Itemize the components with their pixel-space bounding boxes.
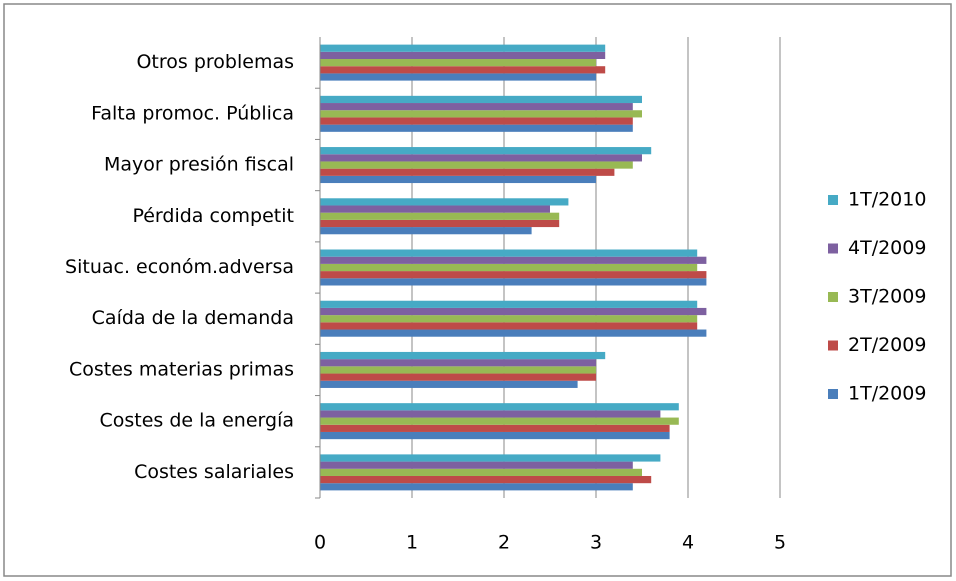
bar	[320, 59, 596, 67]
bar	[320, 124, 633, 132]
y-tick-label: Pérdida competit	[132, 205, 294, 227]
y-tick-label: Falta promoc. Pública	[91, 102, 294, 124]
bar	[320, 315, 698, 323]
bar	[320, 205, 550, 213]
legend-label: 2T/2009	[848, 334, 926, 356]
bar	[320, 198, 569, 206]
bar	[320, 249, 698, 257]
bar	[320, 403, 679, 411]
y-tick-label: Otros problemas	[136, 51, 294, 73]
bar	[320, 66, 606, 74]
bar	[320, 175, 596, 184]
legend-swatch	[828, 292, 838, 302]
legend-swatch	[828, 243, 838, 254]
bar	[320, 366, 596, 374]
bar	[320, 373, 596, 381]
bar	[320, 44, 606, 52]
bar	[320, 227, 532, 235]
bar	[320, 359, 596, 367]
bar	[320, 95, 642, 104]
bar	[320, 117, 633, 125]
bar	[320, 161, 633, 169]
x-tick-label: 4	[682, 532, 694, 554]
y-tick-label: Costes materias primas	[69, 358, 294, 380]
bar	[320, 410, 661, 418]
bar	[320, 212, 560, 220]
bar	[320, 329, 707, 337]
y-tick-label: Costes salariales	[134, 461, 294, 483]
x-tick-label: 3	[590, 532, 602, 554]
legend-swatch	[828, 389, 838, 399]
bar	[320, 454, 661, 462]
bar	[320, 468, 642, 476]
y-tick-label: Costes de la energía	[100, 410, 295, 432]
bar	[320, 431, 670, 440]
bar	[320, 424, 670, 432]
bar	[320, 51, 606, 60]
x-tick-label: 5	[774, 532, 786, 554]
x-tick-label: 0	[314, 532, 326, 554]
bar	[320, 110, 642, 118]
bar	[320, 147, 652, 155]
bar	[320, 475, 652, 484]
bar	[320, 380, 578, 388]
bar	[320, 271, 707, 279]
y-tick-label: Mayor presión fiscal	[104, 154, 294, 176]
legend-swatch	[828, 195, 838, 205]
legend-label: 4T/2009	[848, 237, 926, 259]
bar	[320, 461, 633, 469]
bar	[320, 278, 707, 286]
bar	[320, 351, 606, 360]
bar	[320, 417, 679, 425]
y-tick-label: Situac. económ.adversa	[65, 256, 294, 278]
bar	[320, 154, 642, 162]
x-tick-label: 1	[406, 532, 418, 554]
bar	[320, 168, 615, 176]
y-tick-label: Caída de la demanda	[92, 307, 294, 329]
x-tick-label: 2	[498, 532, 510, 554]
legend-label: 3T/2009	[848, 286, 926, 308]
bar	[320, 103, 633, 111]
legend-swatch	[828, 340, 838, 351]
bar	[320, 483, 633, 491]
bar	[320, 263, 698, 272]
bar	[320, 73, 596, 81]
bar	[320, 307, 707, 316]
bar	[320, 219, 560, 228]
bar	[320, 256, 707, 264]
bar	[320, 322, 698, 330]
bar	[320, 300, 698, 308]
legend-label: 1T/2009	[848, 383, 926, 405]
legend-label: 1T/2010	[848, 189, 926, 211]
